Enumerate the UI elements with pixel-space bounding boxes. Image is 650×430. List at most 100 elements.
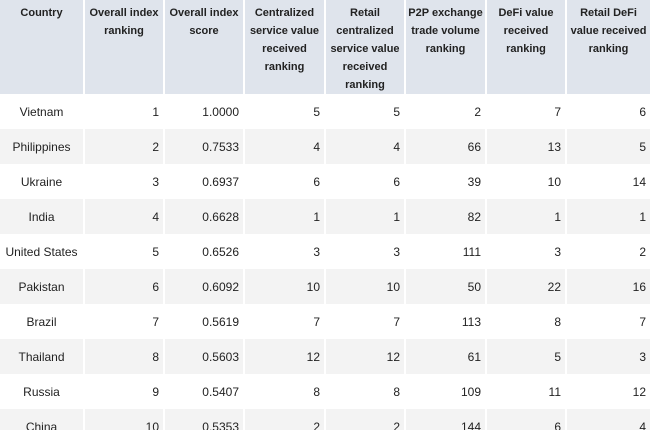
value-cell: 5 [83,234,164,269]
header-cell: DeFi value received ranking [485,0,566,94]
value-cell: 2 [565,234,650,269]
value-cell: 7 [324,304,405,339]
value-cell: 1.0000 [163,94,244,129]
value-cell: 7 [485,94,566,129]
table-row: India 4 0.6628 1 1 82 1 1 [0,199,650,234]
value-cell: 61 [404,339,486,374]
value-cell: 3 [243,234,325,269]
value-cell: 1 [565,199,650,234]
value-cell: 144 [404,409,486,430]
value-cell: 0.5619 [163,304,244,339]
country-cell: Russia [23,384,60,399]
country-cell: United States [5,244,78,259]
value-cell: 8 [485,304,566,339]
value-cell: 12 [243,339,325,374]
value-cell: 8 [83,339,164,374]
value-cell: 66 [404,129,486,164]
value-cell: 0.7533 [163,129,244,164]
table-body: Vietnam 1 1.0000 5 5 2 7 6 Philippines 2 0.7533 4 4 6… [0,94,650,430]
value-cell: 10 [485,164,566,199]
value-cell: 4 [83,199,164,234]
country-cell: India [0,199,84,234]
value-cell: 5 [243,94,325,129]
country-cell: China [0,409,84,430]
header-cell: Country [0,0,84,94]
value-cell: 0.6526 [163,234,244,269]
value-cell: 22 [485,269,566,304]
header-cell: Centralized service value received ranki… [243,0,325,94]
value-cell: 9 [83,374,164,409]
country-cell: Ukraine [20,174,63,189]
table-row: Russia 9 0.5407 8 8 109 11 12 [0,374,650,409]
value-cell: 1 [83,94,164,129]
value-cell: 113 [404,304,486,339]
value-cell: 0.6628 [163,199,244,234]
table-row: Pakistan 6 0.6092 10 10 50 22 16 [0,269,650,304]
value-cell: 3 [83,164,164,199]
country-cell: Philippines [0,129,84,164]
value-cell: 12 [324,339,405,374]
value-cell: 4 [324,129,405,164]
value-cell: 10 [324,269,405,304]
value-cell: 8 [324,374,405,409]
value-cell: 7 [243,304,325,339]
value-cell: 82 [404,199,486,234]
value-cell: 14 [565,164,650,199]
value-cell: 16 [565,269,650,304]
value-cell: 111 [404,234,486,269]
value-cell: 10 [83,409,164,430]
table-row: China 10 0.5353 2 2 144 6 4 [0,409,650,430]
value-cell: 0.5353 [163,409,244,430]
value-cell: 3 [324,234,405,269]
value-cell: 8 [243,374,325,409]
header-cell: P2P exchange trade volume ranking [404,0,486,94]
value-cell: 5 [485,339,566,374]
value-cell: 12 [565,374,650,409]
country-cell: Vietnam [19,104,64,119]
value-cell: 1 [485,199,566,234]
value-cell: 0.5603 [163,339,244,374]
country-cell: Brazil [26,314,57,329]
value-cell: 0.6092 [163,269,244,304]
value-cell: 2 [243,409,325,430]
value-cell: 1 [243,199,325,234]
value-cell: 4 [243,129,325,164]
table-row: Ukraine 3 0.6937 6 6 39 10 14 [0,164,650,199]
value-cell: 10 [243,269,325,304]
table-row: Thailand 8 0.5603 12 12 61 5 3 [0,339,650,374]
value-cell: 6 [565,94,650,129]
table-row: Vietnam 1 1.0000 5 5 2 7 6 [0,94,650,129]
header-cell: Overall index score [163,0,244,94]
header-cell: Retail centralized service value receive… [324,0,405,94]
value-cell: 4 [565,409,650,430]
header-row: Country Overall index ranking Overall inde… [0,0,650,94]
table-header: Country Overall index ranking Overall inde… [0,0,650,94]
value-cell: 2 [404,94,486,129]
value-cell: 39 [404,164,486,199]
country-cell: Pakistan [0,269,84,304]
value-cell: 6 [243,164,325,199]
value-cell: 5 [324,94,405,129]
value-cell: 7 [565,304,650,339]
value-cell: 7 [83,304,164,339]
value-cell: 11 [485,374,566,409]
country-cell: Thailand [0,339,84,374]
table-row: United States 5 0.6526 3 3 111 3 2 [0,234,650,269]
value-cell: 1 [324,199,405,234]
value-cell: 109 [404,374,486,409]
value-cell: 6 [324,164,405,199]
value-cell: 50 [404,269,486,304]
table-row: Brazil 7 0.5619 7 7 113 8 7 [0,304,650,339]
value-cell: 6 [83,269,164,304]
value-cell: 3 [485,234,566,269]
value-cell: 3 [565,339,650,374]
value-cell: 2 [83,129,164,164]
value-cell: 6 [485,409,566,430]
value-cell: 13 [485,129,566,164]
value-cell: 2 [324,409,405,430]
value-cell: 0.5407 [163,374,244,409]
value-cell: 5 [565,129,650,164]
header-cell: Retail DeFi value received ranking [565,0,650,94]
